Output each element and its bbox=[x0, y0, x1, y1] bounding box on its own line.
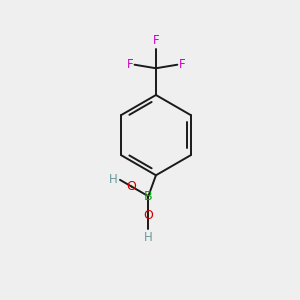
Text: B: B bbox=[144, 190, 153, 203]
Text: O: O bbox=[143, 209, 153, 222]
Text: F: F bbox=[126, 58, 133, 71]
Text: H: H bbox=[109, 173, 118, 186]
Text: F: F bbox=[179, 58, 185, 71]
Text: F: F bbox=[153, 34, 159, 47]
Text: O: O bbox=[127, 180, 136, 193]
Text: H: H bbox=[144, 231, 153, 244]
